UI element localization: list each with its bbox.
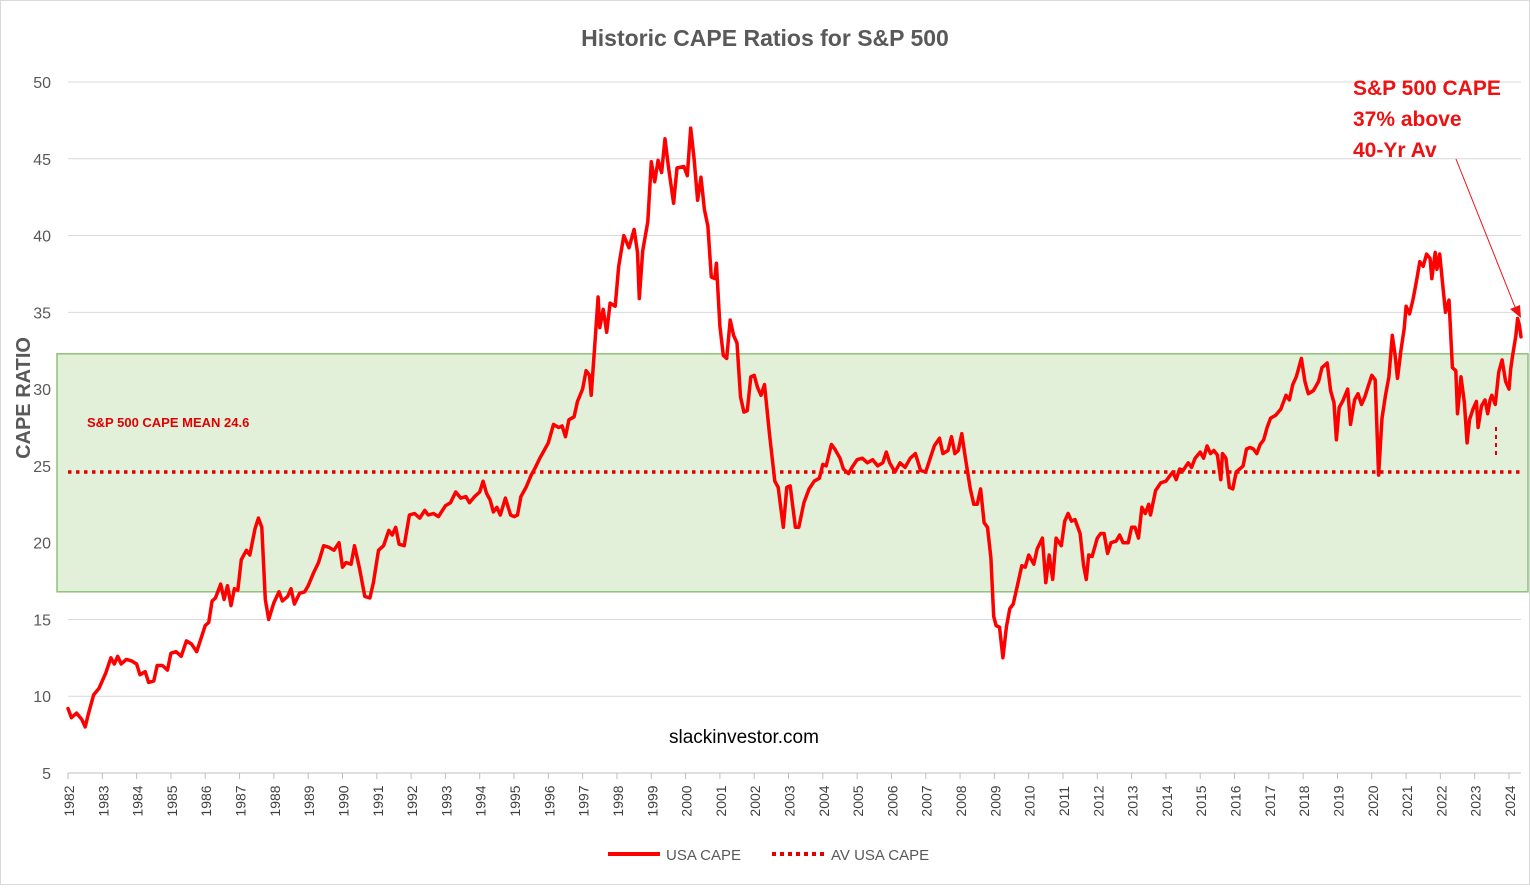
y-tick-label: 30 — [33, 382, 51, 399]
normal-range-band — [56, 353, 1529, 593]
y-tick-label: 25 — [33, 459, 51, 476]
x-tick-label: 1982 — [61, 785, 77, 816]
watermark: slackinvestor.com — [669, 727, 819, 748]
x-tick-label: 2015 — [1193, 785, 1209, 816]
x-tick-label: 2021 — [1399, 785, 1415, 816]
y-tick-label: 45 — [33, 152, 51, 169]
x-tick-label: 2002 — [747, 785, 763, 816]
y-axis: 5 10 15 20 25 30 35 40 45 50 — [33, 75, 51, 783]
x-tick-label: 2014 — [1159, 785, 1175, 816]
x-tick-label: 1994 — [473, 785, 489, 816]
legend: USA CAPE AV USA CAPE — [608, 847, 929, 864]
x-tick-label: 2000 — [679, 785, 695, 816]
x-tick-label: 2016 — [1228, 785, 1244, 816]
y-tick-label: 35 — [33, 305, 51, 322]
x-tick-label: 1987 — [233, 785, 249, 816]
x-tick-label: 2008 — [953, 785, 969, 816]
x-tick-label: 2023 — [1468, 785, 1484, 816]
x-tick-label: 2005 — [850, 785, 866, 816]
callout-arrow — [1455, 158, 1516, 308]
usa-cape-line — [66, 126, 1523, 729]
chart-title: Historic CAPE Ratios for S&P 500 — [581, 25, 949, 51]
x-tick-label: 1988 — [267, 785, 283, 816]
x-tick-label: 2013 — [1125, 785, 1141, 816]
x-tick-label: 2011 — [1056, 786, 1072, 816]
x-tick-label: 2012 — [1090, 785, 1106, 816]
y-tick-label: 40 — [33, 229, 51, 246]
x-tick-label: 2019 — [1330, 785, 1346, 816]
callout-line-1: S&P 500 CAPE — [1353, 77, 1501, 100]
x-tick-label: 1990 — [335, 785, 351, 816]
x-tick-label: 2003 — [781, 785, 797, 816]
x-tick-label: 2022 — [1433, 785, 1449, 816]
x-tick-label: 2007 — [919, 785, 935, 816]
x-tick-label: 2004 — [816, 785, 832, 816]
callout-arrow-head — [1510, 305, 1521, 318]
y-tick-label: 10 — [33, 689, 51, 706]
x-tick-label: 1986 — [198, 785, 214, 816]
y-axis-label: CAPE RATIO — [13, 337, 35, 459]
callout-line-3: 40-Yr Av — [1353, 139, 1437, 162]
legend-label-usa-cape: USA CAPE — [666, 847, 741, 864]
y-tick-label: 50 — [33, 75, 51, 92]
x-tick-label: 1991 — [370, 785, 386, 816]
callout: S&P 500 CAPE 37% above 40-Yr Av — [1353, 77, 1501, 162]
x-tick-label: 2017 — [1262, 785, 1278, 816]
x-tick-label: 2006 — [884, 785, 900, 816]
x-tick-label: 2020 — [1365, 785, 1381, 816]
x-tick-label: 1995 — [507, 785, 523, 816]
x-tick-label: 1984 — [130, 785, 146, 816]
y-tick-label: 5 — [42, 766, 51, 783]
callout-line-2: 37% above — [1353, 108, 1462, 131]
x-tick-label: 1989 — [301, 785, 317, 816]
y-tick-label: 15 — [33, 612, 51, 629]
x-tick-label: 1983 — [95, 785, 111, 816]
x-tick-label: 1992 — [404, 785, 420, 816]
x-tick-label: 1993 — [438, 785, 454, 816]
x-tick-label: 2001 — [713, 785, 729, 816]
x-tick-label: 1997 — [576, 785, 592, 816]
x-tick-label: 2024 — [1502, 785, 1518, 816]
x-tick-label: 1998 — [610, 785, 626, 816]
x-tick-label: 2018 — [1296, 785, 1312, 816]
x-tick-label: 1999 — [644, 785, 660, 816]
x-tick-label: 1985 — [164, 785, 180, 816]
legend-label-av-usa-cape: AV USA CAPE — [831, 847, 929, 864]
y-tick-label: 20 — [33, 536, 51, 553]
x-axis: 1982 1983 1984 1985 1986 1987 1988 1989 1990 1991… — [61, 772, 1521, 817]
mean-label: S&P 500 CAPE MEAN 24.6 — [87, 415, 249, 430]
x-tick-label: 2010 — [1022, 785, 1038, 816]
x-tick-label: 1996 — [541, 785, 557, 816]
x-tick-label: 2009 — [987, 785, 1003, 816]
